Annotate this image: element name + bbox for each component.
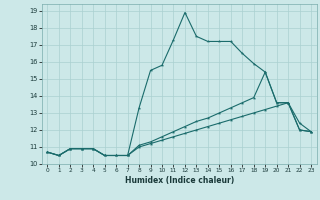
X-axis label: Humidex (Indice chaleur): Humidex (Indice chaleur): [124, 176, 234, 185]
